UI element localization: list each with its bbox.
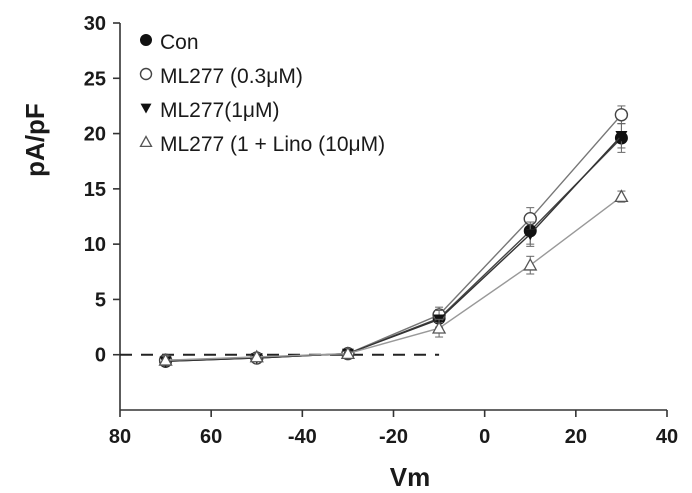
legend-label: ML277(1μM)	[160, 99, 279, 122]
data-point	[140, 103, 152, 114]
y-tick-label: 15	[84, 179, 106, 201]
legend-item: ML277 (1 + Lino (10μM)	[139, 133, 385, 156]
data-point	[614, 108, 629, 122]
y-tick-label: 5	[95, 289, 106, 311]
y-tick-label: 30	[84, 13, 106, 35]
y-tick-label: 10	[84, 234, 106, 256]
series-4	[158, 189, 629, 366]
data-point	[139, 67, 153, 81]
x-tick-label: 40	[656, 426, 678, 448]
data-point	[249, 349, 264, 363]
axes: 0 5 10 15 20 25 30 80 60 -40 -20 0 20 40	[84, 13, 678, 448]
y-tick-label: 25	[84, 68, 106, 90]
x-tick-label: 20	[565, 426, 587, 448]
data-point	[139, 135, 153, 148]
data-point	[615, 130, 628, 142]
series-line	[165, 196, 622, 361]
data-point	[431, 320, 447, 334]
series-line	[165, 135, 622, 363]
x-tick-label: -20	[379, 426, 408, 448]
x-tick-label: 60	[200, 426, 222, 448]
series-line	[165, 137, 622, 363]
legend-item: Con	[140, 31, 199, 54]
legend: Con ML277 (0.3μM) ML277(1μM) ML277 (1 + Lin…	[139, 31, 385, 156]
x-tick-label: 0	[479, 426, 490, 448]
data-point	[524, 229, 537, 241]
x-tick-label: 80	[109, 426, 131, 448]
legend-item: ML277 (0.3μM)	[139, 65, 303, 88]
legend-label: ML277 (0.3μM)	[160, 65, 303, 88]
x-tick-label: -40	[288, 426, 317, 448]
legend-label: ML277 (1 + Lino (10μM)	[160, 133, 385, 156]
data-point	[340, 346, 356, 360]
data-point	[140, 34, 152, 46]
data-point	[523, 257, 538, 271]
data-point	[158, 352, 173, 366]
legend-label: Con	[160, 31, 199, 54]
data-point	[614, 189, 629, 203]
y-tick-label: 20	[84, 124, 106, 146]
series-layer	[158, 105, 629, 368]
legend-item: ML277(1μM)	[140, 99, 279, 122]
x-axis-label: Vm	[390, 462, 430, 492]
y-tick-label: 0	[95, 345, 106, 367]
y-axis-label: pA/pF	[20, 103, 50, 177]
